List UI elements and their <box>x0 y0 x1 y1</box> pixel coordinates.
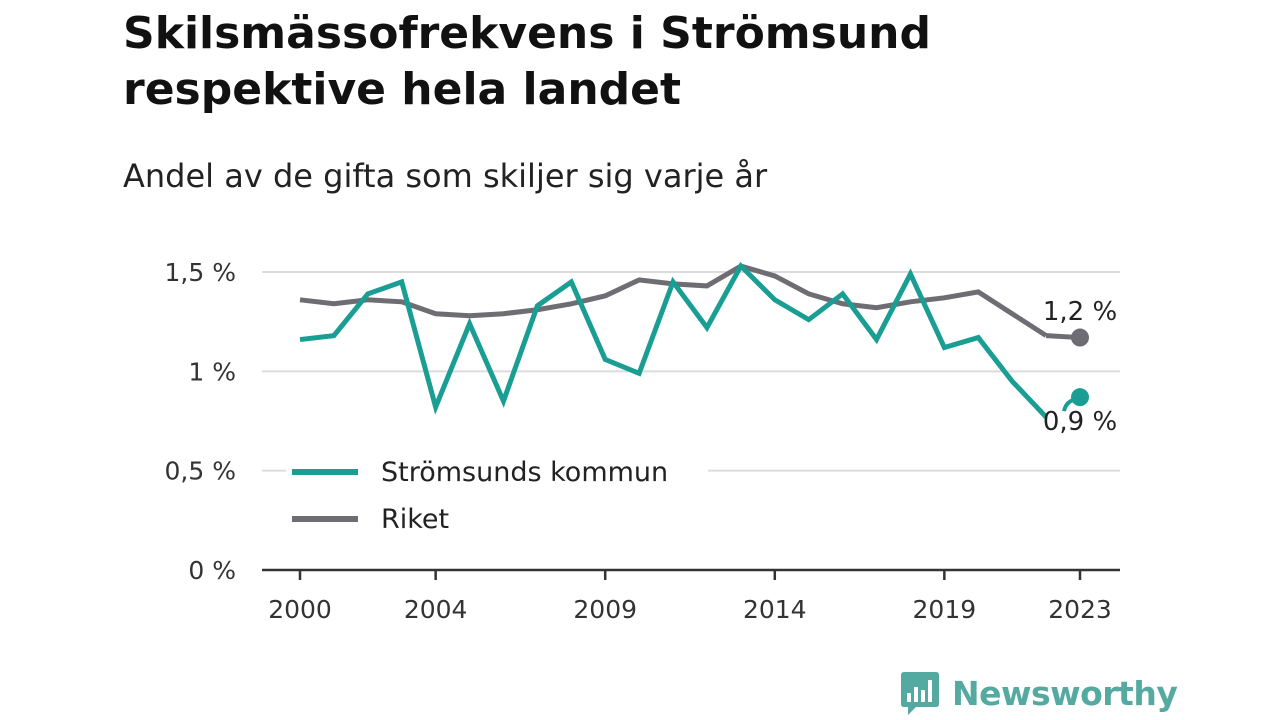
brand-logo[interactable]: Newsworthy <box>900 668 1178 718</box>
y-tick-label: 1 % <box>188 357 236 386</box>
series-line-stromsund <box>299 261 1048 419</box>
x-tick-label: 2004 <box>404 595 468 624</box>
chart-title: Skilsmässofrekvens i Strömsund respektiv… <box>123 8 931 115</box>
legend-label: Riket <box>381 504 449 535</box>
series-end-marker <box>1071 328 1089 347</box>
x-tick-label: 2023 <box>1048 595 1112 624</box>
x-tick-label: 2019 <box>913 595 977 624</box>
newsworthy-logo-icon <box>901 672 939 715</box>
x-tick-label: 2009 <box>573 595 637 624</box>
y-tick-label: 0,5 % <box>165 457 236 486</box>
series-end-marker <box>1071 388 1089 407</box>
y-tick-label: 0 % <box>188 556 236 585</box>
chart-subtitle: Andel av de gifta som skiljer sig varje … <box>123 157 768 195</box>
brand-name: Newsworthy <box>952 673 1178 713</box>
end-label-riket: 1,2 % <box>1043 297 1117 327</box>
x-tick-label: 2014 <box>743 595 807 624</box>
y-tick-label: 1,5 % <box>165 258 236 287</box>
end-label-stromsund: 0,9 % <box>1043 407 1117 437</box>
legend-label: Strömsunds kommun <box>381 457 668 488</box>
x-tick-label: 2000 <box>268 595 332 624</box>
